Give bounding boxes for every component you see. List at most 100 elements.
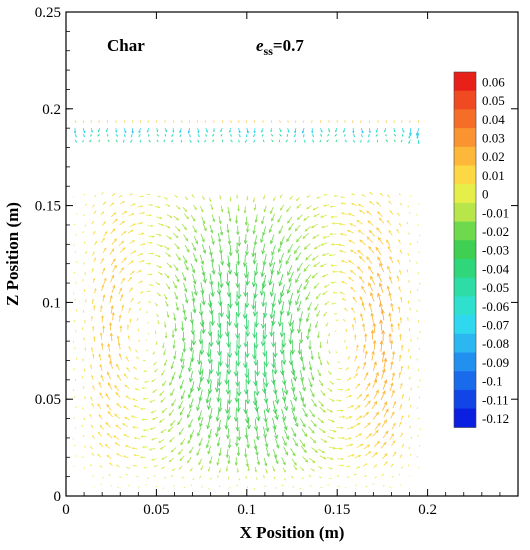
velocity-arrow (288, 271, 294, 283)
velocity-arrowhead (161, 457, 165, 460)
velocity-arrowhead (111, 248, 115, 252)
velocity-arrowhead (287, 271, 291, 276)
velocity-arrowhead (112, 228, 116, 232)
velocity-arrowhead (307, 328, 312, 333)
velocity-arrowhead (409, 307, 411, 310)
velocity-arrowhead (122, 141, 125, 143)
y-tick-label: 0.25 (35, 5, 61, 21)
velocity-arrow (247, 223, 249, 233)
x-tick-label: 0 (62, 502, 70, 518)
velocity-arrowhead (122, 220, 126, 224)
velocity-arrowhead (171, 135, 173, 137)
velocity-arrowhead (262, 231, 266, 236)
velocity-arrow (326, 456, 334, 460)
velocity-arrow (229, 390, 231, 404)
velocity-arrowhead (148, 448, 152, 451)
velocity-arrow (201, 244, 206, 254)
velocity-arrow (389, 313, 392, 322)
velocity-arrow (199, 416, 204, 427)
velocity-arrowhead (95, 194, 97, 197)
velocity-arrowhead (305, 278, 309, 283)
velocity-arrow (255, 397, 258, 412)
velocity-arrowhead (190, 330, 196, 335)
velocity-arrowhead (279, 310, 285, 316)
velocity-arrowhead (269, 314, 275, 320)
velocity-arrowhead (217, 238, 222, 243)
velocity-arrowhead (388, 312, 392, 317)
velocity-arrowhead (388, 332, 392, 337)
velocity-arrow (217, 457, 220, 466)
colorbar-segment (454, 371, 476, 391)
velocity-arrowhead (322, 409, 326, 413)
velocity-arrowhead (306, 335, 310, 341)
velocity-arrow (269, 272, 273, 286)
velocity-arrowhead (171, 403, 175, 407)
velocity-arrowhead (98, 413, 102, 417)
velocity-arrow (155, 233, 162, 236)
colorbar-segment (454, 109, 476, 129)
velocity-arrowhead (101, 314, 104, 319)
velocity-arrow (263, 274, 266, 288)
velocity-arrow (301, 380, 306, 391)
colorbar-segment (454, 352, 476, 372)
velocity-arrowhead (318, 373, 321, 377)
velocity-arrowhead (186, 414, 191, 419)
velocity-arrowhead (295, 256, 299, 261)
velocity-arrowhead (234, 462, 238, 466)
velocity-arrowhead (274, 477, 276, 480)
velocity-arrow (355, 366, 360, 372)
velocity-arrow (317, 369, 321, 376)
velocity-arrow (299, 390, 304, 402)
velocity-arrowhead (221, 140, 224, 143)
velocity-arrow (216, 409, 220, 422)
velocity-arrowhead (126, 466, 129, 469)
velocity-arrowhead (397, 322, 401, 326)
velocity-arrowhead (220, 261, 225, 266)
velocity-arrowhead (273, 199, 275, 202)
velocity-arrowhead (235, 442, 239, 448)
velocity-arrowhead (199, 349, 205, 356)
velocity-arrowhead (265, 427, 270, 433)
velocity-arrow (103, 231, 108, 237)
velocity-arrowhead (144, 381, 147, 383)
velocity-arrowhead (409, 376, 411, 379)
velocity-arrowhead (372, 339, 377, 344)
velocity-arrowhead (170, 475, 173, 477)
velocity-arrowhead (364, 333, 368, 337)
velocity-arrowhead (143, 467, 146, 469)
velocity-arrowhead (235, 334, 240, 340)
velocity-arrowhead (83, 337, 85, 339)
velocity-arrow (112, 218, 118, 224)
colorbar-label: 0 (482, 187, 489, 202)
velocity-arrowhead (311, 430, 315, 434)
velocity-arrowhead (142, 259, 145, 263)
velocity-arrowhead (358, 255, 363, 260)
velocity-arrowhead (84, 347, 87, 350)
velocity-arrowhead (338, 222, 342, 226)
velocity-arrowhead (290, 370, 296, 376)
velocity-arrowhead (347, 476, 350, 478)
velocity-arrow (303, 264, 310, 272)
velocity-arrowhead (200, 289, 205, 295)
velocity-arrowhead (341, 457, 345, 461)
velocity-arrowhead (89, 413, 92, 416)
velocity-arrowhead (286, 289, 291, 295)
velocity-arrow (111, 238, 117, 245)
velocity-arrowhead (385, 135, 387, 137)
velocity-arrow (180, 438, 186, 445)
velocity-arrowhead (212, 218, 216, 223)
velocity-arrow (364, 422, 371, 429)
velocity-arrowhead (341, 298, 344, 301)
velocity-arrowhead (308, 366, 313, 372)
velocity-arrow (217, 437, 221, 447)
velocity-arrowhead (320, 403, 324, 407)
velocity-arrowhead (102, 237, 105, 241)
velocity-arrow (245, 313, 248, 330)
velocity-arrowhead (287, 130, 290, 133)
velocity-arrowhead (122, 405, 126, 409)
velocity-arrowhead (302, 386, 306, 392)
velocity-arrowhead (192, 218, 196, 222)
velocity-arrowhead (378, 217, 382, 221)
velocity-arrowhead (265, 471, 268, 474)
velocity-arrowhead (193, 291, 198, 297)
